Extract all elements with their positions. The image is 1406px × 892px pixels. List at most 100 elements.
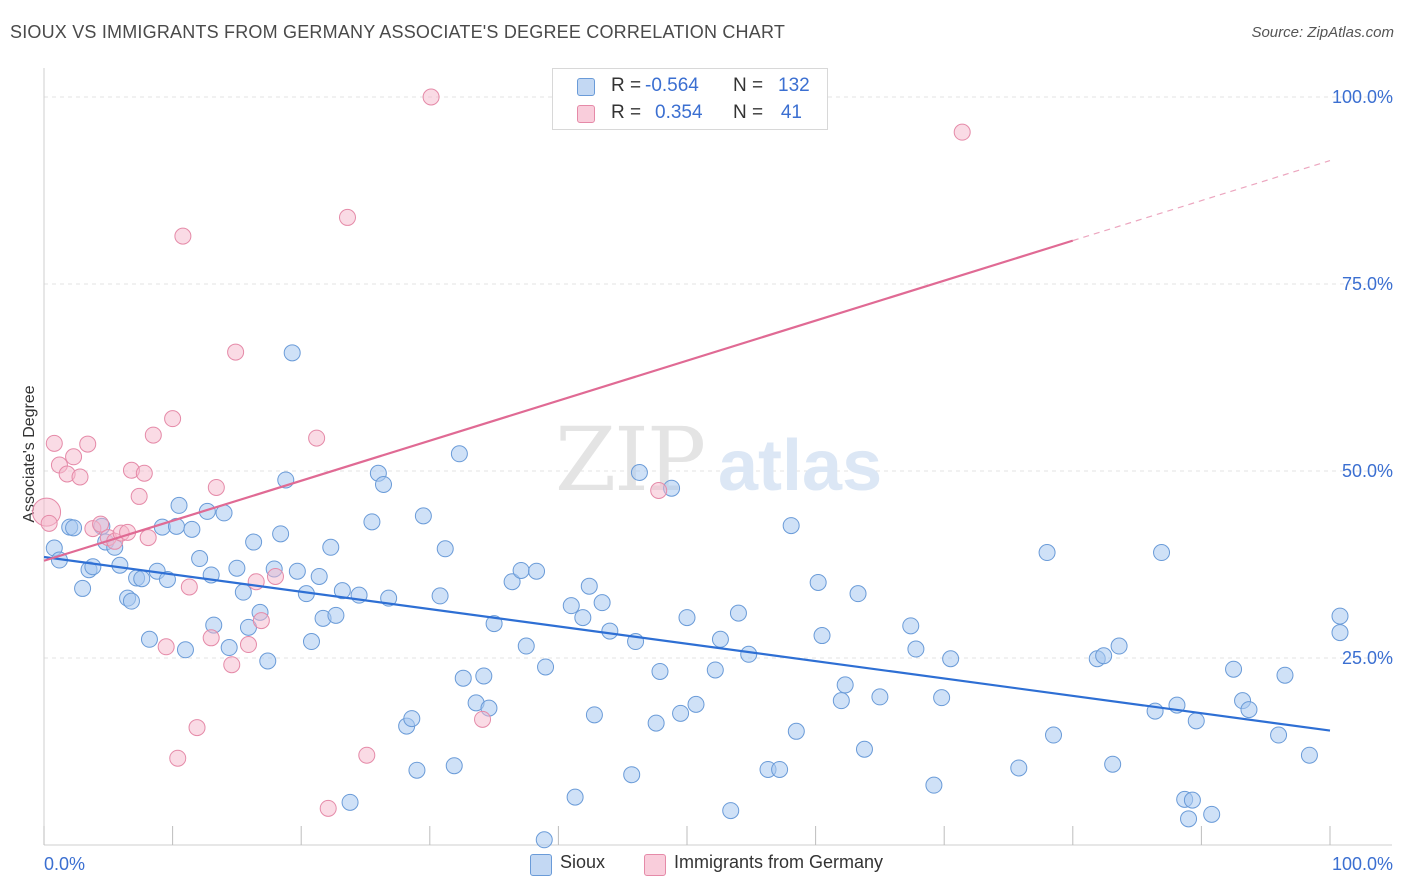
sioux-point <box>849 585 867 603</box>
sioux-point <box>333 582 351 600</box>
germany-point <box>308 429 326 447</box>
germany-point <box>227 343 245 361</box>
y-tick-label: 100.0% <box>1332 87 1393 107</box>
sioux-point <box>322 538 340 556</box>
germany-point <box>202 629 220 647</box>
germany-point <box>207 478 225 496</box>
germany-point <box>144 426 162 444</box>
germany-point <box>130 487 148 505</box>
sioux-point <box>836 676 854 694</box>
sioux-point <box>170 496 188 514</box>
sioux-point <box>593 594 611 612</box>
germany-point <box>71 468 89 486</box>
germany-point <box>650 481 668 499</box>
sioux-point <box>1331 624 1349 642</box>
germany-point <box>169 749 187 767</box>
sioux-point <box>942 650 960 668</box>
sioux-point <box>722 802 740 820</box>
germany-point <box>40 514 58 532</box>
sioux-point <box>813 627 831 645</box>
sioux-point <box>566 788 584 806</box>
germany-point <box>164 410 182 428</box>
sioux-point <box>925 776 943 794</box>
sioux-point <box>234 583 252 601</box>
sioux-point <box>1270 726 1288 744</box>
x-tick-label: 100.0% <box>1332 854 1393 874</box>
correlation-legend: R = -0.564 N = 132 R = 0.354 N = 41 <box>552 68 828 130</box>
germany-legend-swatch <box>644 854 666 876</box>
sioux-point <box>1110 637 1128 655</box>
sioux-point <box>65 519 83 537</box>
sioux-point <box>809 573 827 591</box>
sioux-point <box>647 714 665 732</box>
sioux-point <box>1203 805 1221 823</box>
sioux-point <box>517 637 535 655</box>
sioux-point <box>414 507 432 525</box>
r-label: R = <box>611 102 642 123</box>
sioux-point <box>771 760 789 778</box>
sioux-point <box>832 692 850 710</box>
sioux-point <box>220 639 238 657</box>
sioux-point <box>1038 544 1056 562</box>
tick-labels: 25.0% 50.0% 75.0% 100.0% 0.0% 100.0% <box>44 87 1393 874</box>
sioux-point <box>1300 746 1318 764</box>
sioux-point <box>1095 647 1113 665</box>
sioux-point <box>122 592 140 610</box>
sioux-point <box>1183 791 1201 809</box>
sioux-point <box>580 577 598 595</box>
germany-trend-extension <box>1072 160 1331 242</box>
sioux-point <box>585 706 603 724</box>
sioux-point <box>475 667 493 685</box>
germany-point <box>92 515 110 533</box>
germany-point <box>239 636 257 654</box>
r-value: -0.564 <box>645 75 699 96</box>
germany-point <box>188 719 206 737</box>
sioux-point <box>1045 726 1063 744</box>
n-value: 41 <box>780 102 802 123</box>
chart-title: SIOUX VS IMMIGRANTS FROM GERMANY ASSOCIA… <box>10 22 786 42</box>
sioux-point <box>183 520 201 538</box>
sioux-point <box>503 573 521 591</box>
germany-point <box>65 448 83 466</box>
sioux-point <box>729 604 747 622</box>
sioux-point <box>431 587 449 605</box>
germany-point <box>135 464 153 482</box>
sioux-point <box>259 652 277 670</box>
sioux-point <box>537 658 555 676</box>
sioux-point <box>228 559 246 577</box>
sioux-point <box>740 645 758 663</box>
germany-point <box>953 123 971 141</box>
sioux-point <box>855 740 873 758</box>
sioux-point <box>902 617 920 635</box>
sioux-point <box>687 695 705 713</box>
sioux-point <box>84 558 102 576</box>
sioux-legend-label: Sioux <box>560 852 606 872</box>
germany-point <box>252 612 270 630</box>
sioux-point <box>74 579 92 597</box>
germany-point <box>180 578 198 596</box>
r-value: 0.354 <box>655 102 703 123</box>
sioux-point <box>302 633 320 651</box>
germany-legend-label: Immigrants from Germany <box>674 852 884 872</box>
sioux-point <box>436 540 454 558</box>
watermark: ZIP atlas <box>555 408 882 511</box>
germany-point <box>338 208 356 226</box>
sioux-point <box>512 561 530 579</box>
sioux-point <box>711 630 729 648</box>
sioux-point <box>245 533 263 551</box>
sioux-point <box>651 662 669 680</box>
sioux-point <box>678 609 696 627</box>
sioux-point <box>623 766 641 784</box>
sioux-point <box>1187 712 1205 730</box>
sioux-point <box>283 344 301 362</box>
grid-lines <box>44 96 1392 659</box>
germany-point <box>223 656 241 674</box>
sioux-point <box>450 445 468 463</box>
germany-point <box>139 529 157 547</box>
sioux-point <box>140 630 158 648</box>
germany-trend-line <box>43 239 1074 562</box>
sioux-point <box>1331 607 1349 625</box>
sioux-point <box>1276 666 1294 684</box>
sioux-point <box>535 831 553 849</box>
